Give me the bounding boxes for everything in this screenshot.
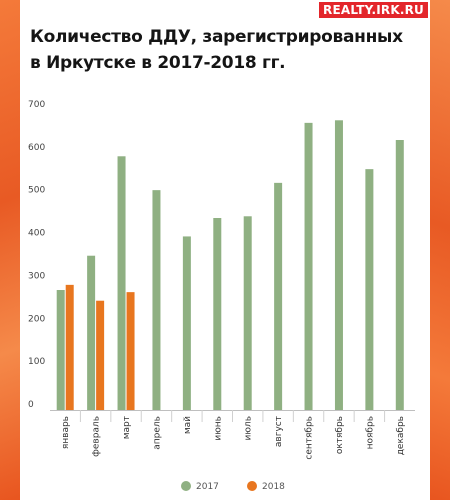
x-tick-label-3: апрель [152,416,162,450]
legend-label-2017: 2017 [196,482,219,492]
bar-2017-сентябрь [304,122,313,410]
y-tick-label-1: 100 [28,357,45,367]
x-tick-label-5: июнь [213,416,223,441]
chart-card [20,0,430,500]
bar-2017-октябрь [334,120,343,411]
y-tick-label-4: 400 [28,229,45,239]
y-tick-label-7: 700 [28,100,45,110]
x-tick-label-4: май [183,416,193,434]
bar-2018-февраль [96,300,105,410]
bar-2017-июнь [213,218,222,410]
background-right [430,0,450,500]
y-tick-label-0: 0 [28,400,34,410]
y-tick-label-2: 200 [28,314,45,324]
x-tick-label-11: декабрь [396,416,406,455]
bar-2018-январь [65,284,74,410]
bar-2017-декабрь [395,140,404,410]
x-tick-label-7: август [274,416,284,447]
x-tick-label-2: март [122,416,132,439]
x-tick-label-1: февраль [92,416,102,457]
bar-2017-февраль [87,255,96,410]
bar-2017-март [117,156,126,410]
chart-title-line-2: в Иркутске в 2017-2018 гг. [30,53,286,73]
bar-2018-март [126,292,135,410]
bar-2017-апрель [152,190,161,410]
bar-2017-август [274,182,283,410]
bar-2017-июль [243,216,252,410]
x-tick-label-10: ноябрь [365,416,375,449]
legend-marker-2017 [181,481,191,491]
chart-title: Количество ДДУ, зарегистрированных в Ирк… [30,24,430,76]
chart-title-line-1: Количество ДДУ, зарегистрированных [30,27,403,47]
x-tick-label-0: январь [61,416,71,449]
y-tick-label-6: 600 [28,143,45,153]
bar-2017-январь [56,290,65,410]
brand-logo[interactable]: REALTY.IRK.RU [319,2,428,18]
legend-marker-2018 [247,481,257,491]
x-tick-label-9: октябрь [335,416,345,454]
x-tick-label-8: сентябрь [305,416,315,460]
y-tick-label-3: 300 [28,271,45,281]
bar-2017-ноябрь [365,169,374,410]
y-tick-label-5: 500 [28,186,45,196]
x-tick-label-6: июль [244,416,254,440]
bar-2017-май [182,236,191,410]
legend-label-2018: 2018 [262,482,285,492]
background-left [0,0,20,500]
